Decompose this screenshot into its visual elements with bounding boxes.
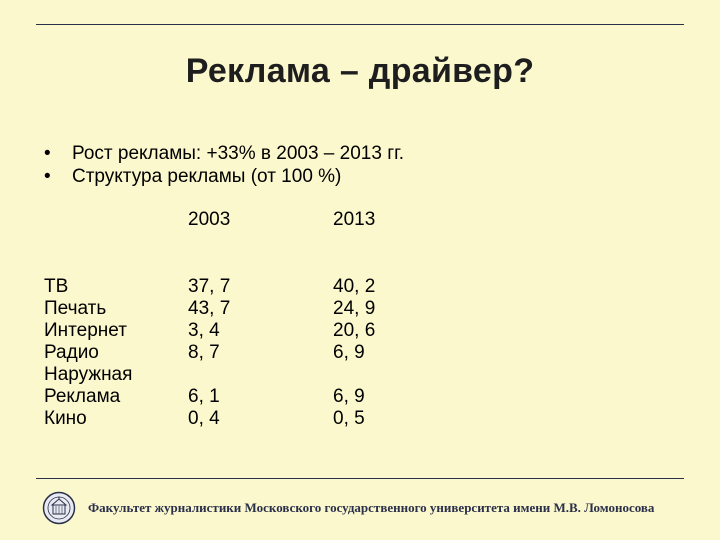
value-cell: 43, 7	[188, 298, 231, 319]
value-cell: 20, 6	[333, 320, 376, 341]
value-cell: 6, 9	[333, 342, 365, 363]
value-cell	[333, 364, 375, 386]
slide-title: Реклама – драйвер?	[185, 52, 535, 90]
value-cell	[188, 364, 230, 386]
media-label: ТВ	[44, 276, 69, 297]
values-2013-column: 40, 2 24, 9 20, 6 6, 9 6, 9 0, 5	[333, 276, 375, 430]
bottom-divider	[36, 478, 684, 479]
value-cell: 0, 5	[333, 408, 365, 429]
value-cell: 40, 2	[333, 276, 376, 297]
media-label: Реклама	[44, 386, 121, 407]
column-header-2003: 2003	[188, 209, 231, 230]
value-cell: 0, 4	[188, 408, 220, 429]
value-cell: 6, 9	[333, 386, 365, 407]
media-label: Радио	[44, 342, 99, 363]
column-header-2013: 2013	[333, 209, 376, 230]
media-label: Наружная	[44, 364, 133, 385]
media-label: Печать	[44, 298, 107, 319]
bullet-text: Структура рекламы (от 100 %)	[72, 166, 342, 187]
value-cell: 24, 9	[333, 298, 376, 319]
media-labels-column: ТВ Печать Интернет Радио Наружная Реклам…	[44, 276, 132, 430]
bullet-list: • Рост рекламы: +33% в 2003 – 2013 гг. •…	[44, 142, 404, 188]
bullet-marker: •	[44, 166, 51, 187]
media-label: Кино	[44, 408, 87, 429]
values-2003-column: 37, 7 43, 7 3, 4 8, 7 6, 1 0, 4	[188, 276, 230, 430]
bullet-item: • Рост рекламы: +33% в 2003 – 2013 гг.	[44, 142, 404, 165]
value-cell: 6, 1	[188, 386, 220, 407]
top-divider	[36, 24, 684, 25]
value-cell: 3, 4	[188, 320, 220, 341]
footer: Факультет журналистики Московского госуд…	[42, 488, 684, 528]
bullet-text: Рост рекламы: +33% в 2003 – 2013 гг.	[72, 143, 405, 164]
bullet-item: • Структура рекламы (от 100 %)	[44, 165, 404, 188]
value-cell: 37, 7	[188, 276, 231, 297]
value-cell: 8, 7	[188, 342, 220, 363]
msu-seal-icon	[42, 491, 76, 525]
bullet-marker: •	[44, 143, 51, 164]
media-label: Интернет	[44, 320, 127, 341]
footer-faculty-text: Факультет журналистики Московского госуд…	[88, 500, 655, 515]
